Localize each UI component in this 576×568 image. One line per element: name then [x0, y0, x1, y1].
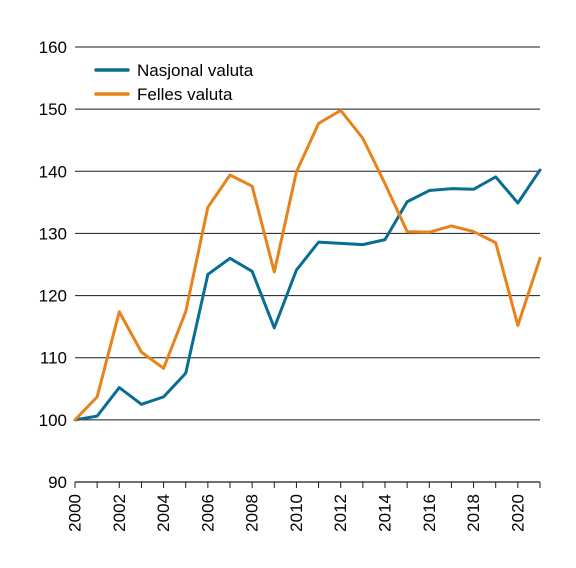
- y-tick-label: 160: [39, 38, 67, 57]
- y-tick-label: 90: [48, 473, 67, 492]
- legend-label-1: Felles valuta: [137, 85, 233, 104]
- x-tick-label: 2020: [508, 494, 527, 532]
- y-tick-label: 130: [39, 224, 67, 243]
- series-line-1: [73, 108, 542, 422]
- series-lines: [73, 108, 542, 422]
- y-tick-label: 140: [39, 162, 67, 181]
- x-tick-label: 2000: [66, 494, 85, 532]
- y-tick-label: 120: [39, 287, 67, 306]
- axes: 90 100 110 120 130 140 150 160 2000 2002 2004 2006 2…: [39, 38, 541, 532]
- legend-label-0: Nasjonal valuta: [137, 61, 254, 80]
- x-tick-label: 2010: [287, 494, 306, 532]
- x-tick-label: 2008: [243, 494, 262, 532]
- x-tick-label: 2006: [198, 494, 217, 532]
- x-tick-label: 2014: [376, 494, 395, 532]
- x-tick-label: 2018: [464, 494, 483, 532]
- x-tick-label: 2012: [331, 494, 350, 532]
- grid-lines: [75, 46, 540, 483]
- series-line-0: [73, 168, 542, 422]
- legend: Nasjonal valuta Felles valuta: [94, 61, 254, 104]
- x-tick-label: 2004: [154, 494, 173, 532]
- x-tick-label: 2016: [420, 494, 439, 532]
- y-tick-label: 150: [39, 100, 67, 119]
- y-tick-label: 100: [39, 411, 67, 430]
- y-tick-label: 110: [40, 349, 67, 368]
- x-tick-label: 2002: [110, 494, 129, 532]
